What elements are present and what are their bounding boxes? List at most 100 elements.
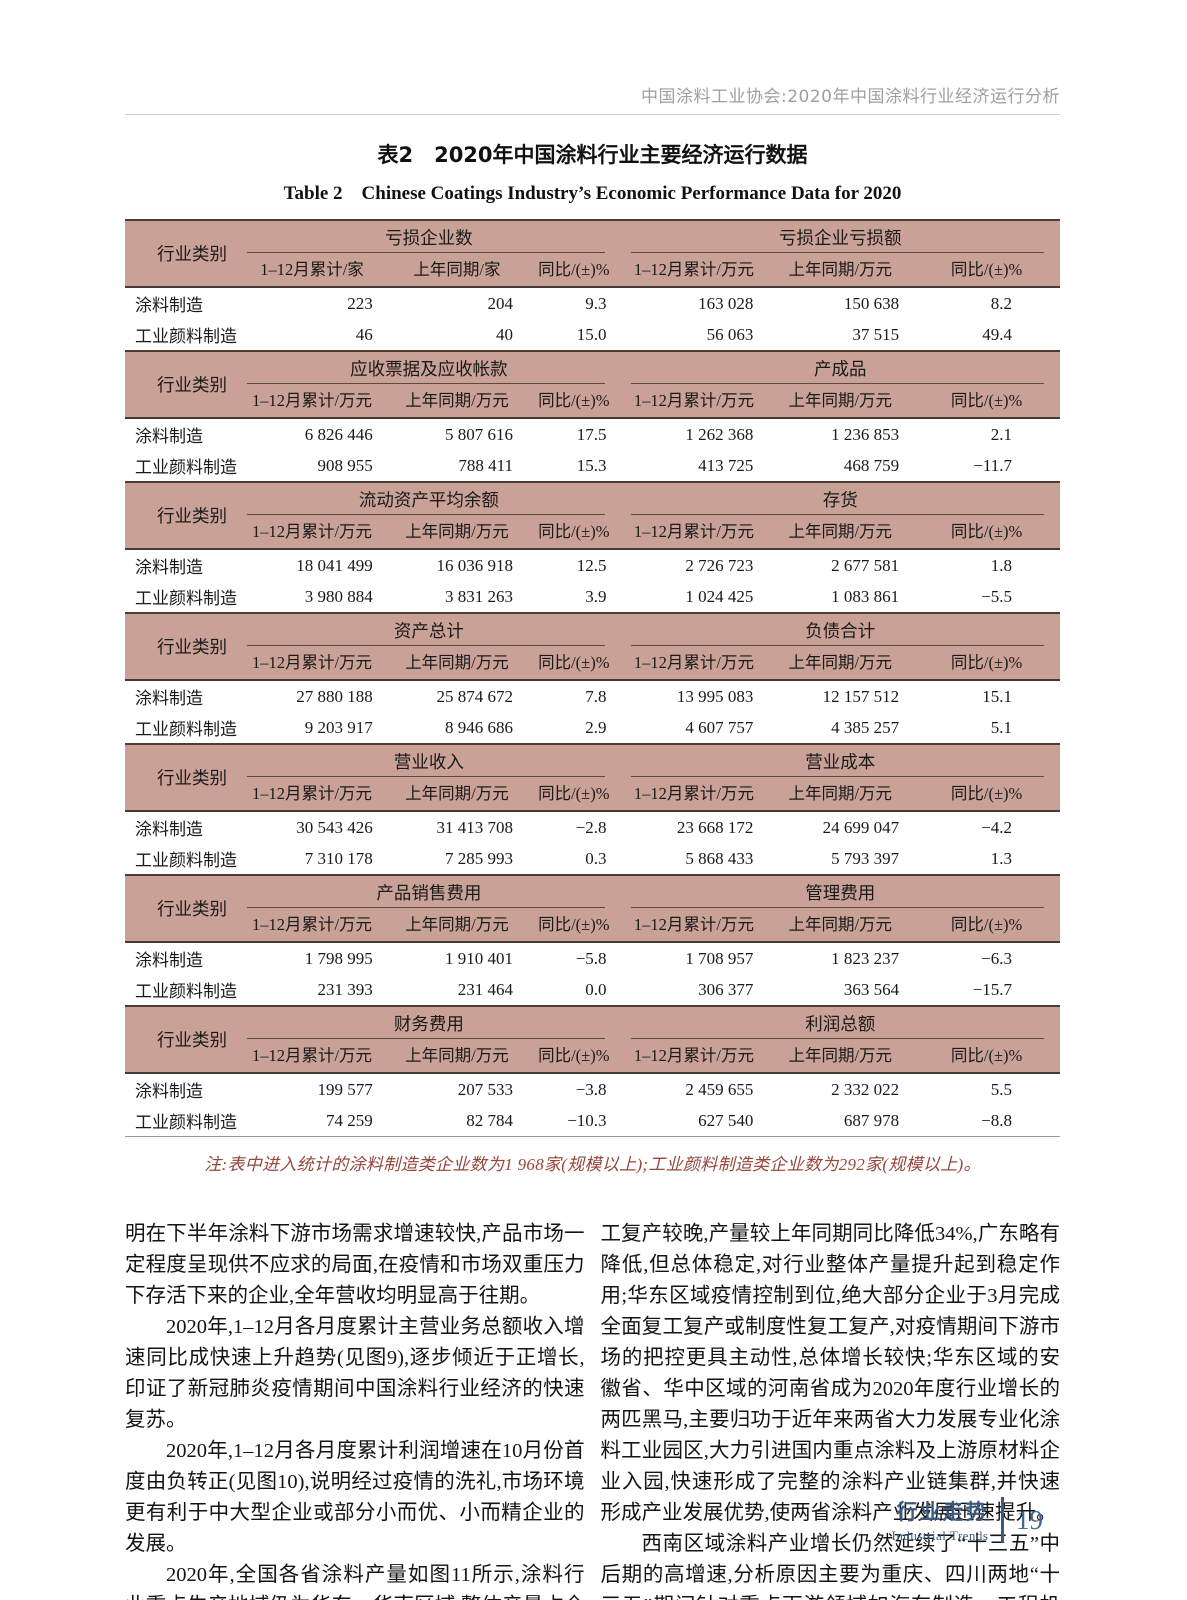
value-cell: −4.2 — [913, 811, 1060, 843]
value-cell: 627 540 — [620, 1105, 768, 1137]
column-header: 同比/(±)% — [527, 908, 621, 943]
table-row: 涂料制造 1 798 995 1 910 401 −5.8 1 708 957 … — [125, 942, 1060, 974]
category-header-cell: 行业类别 — [125, 612, 238, 681]
value-cell: 1 262 368 — [620, 418, 768, 450]
value-cell: 1 798 995 — [237, 942, 387, 974]
value-cell: 5.5 — [913, 1073, 1060, 1105]
group-title: 利润总额 — [620, 1005, 1060, 1039]
footer-section-title: 行业走势 — [896, 1500, 989, 1524]
value-cell: 7 310 178 — [237, 843, 387, 875]
column-header: 同比/(±)% — [527, 515, 621, 550]
body-paragraph: 2020年,全国各省涂料产量如图11所示,涂料行业重点生产地域仍为华东、华南区域… — [125, 1564, 585, 1600]
value-cell: 5 807 616 — [386, 418, 528, 450]
group-title: 存货 — [620, 481, 1060, 515]
column-header: 上年同期/万元 — [386, 515, 528, 550]
value-cell: −5.5 — [913, 581, 1060, 613]
value-cell: 12 157 512 — [767, 680, 914, 712]
column-header: 同比/(±)% — [527, 384, 621, 419]
row-label: 涂料制造 — [125, 680, 238, 712]
group-title: 亏损企业数 — [237, 219, 621, 253]
column-header: 1–12月累计/万元 — [620, 646, 768, 681]
running-header: 中国涂料工业协会:2020年中国涂料行业经济运行分析 — [125, 0, 1060, 115]
value-cell: 16 036 918 — [386, 549, 528, 581]
value-cell: 3.9 — [527, 581, 621, 613]
row-label: 涂料制造 — [125, 287, 238, 319]
column-header: 上年同期/万元 — [767, 253, 914, 288]
group-title: 财务费用 — [237, 1005, 621, 1039]
table-title-en: Table 2 Chinese Coatings Industry’s Econ… — [283, 183, 902, 204]
group-title: 流动资产平均余额 — [237, 481, 621, 515]
table-row: 涂料制造 6 826 446 5 807 616 17.5 1 262 368 … — [125, 418, 1060, 450]
column-header: 1–12月累计/万元 — [237, 515, 387, 550]
table-row: 工业颜料制造 231 393 231 464 0.0 306 377 363 5… — [125, 974, 1060, 1006]
table-note: 注:表中进入统计的涂料制造类企业数为1 968家(规模以上);工业颜料制造类企业… — [204, 1155, 981, 1174]
table-row: 涂料制造 18 041 499 16 036 918 12.5 2 726 72… — [125, 549, 1060, 581]
value-cell: 18 041 499 — [237, 549, 387, 581]
body-column-right: 工复产较晚,产量较上年同期同比降低34%,广东略有降低,但总体稳定,对行业整体产… — [601, 1219, 1061, 1600]
column-header: 同比/(±)% — [913, 384, 1060, 419]
row-label: 工业颜料制造 — [125, 843, 238, 875]
column-header: 上年同期/万元 — [386, 908, 528, 943]
value-cell: −8.8 — [913, 1105, 1060, 1137]
group-title: 产成品 — [620, 350, 1060, 384]
value-cell: 9.3 — [527, 287, 621, 319]
column-header: 同比/(±)% — [913, 253, 1060, 288]
value-cell: 6 826 446 — [237, 418, 387, 450]
group-title: 营业收入 — [237, 743, 621, 777]
value-cell: 12.5 — [527, 549, 621, 581]
value-cell: 4 385 257 — [767, 712, 914, 744]
row-label: 工业颜料制造 — [125, 974, 238, 1006]
value-cell: 31 413 708 — [386, 811, 528, 843]
body-paragraph: 2020年,1–12月各月度累计利润增速在10月份首度由负转正(见图10),说明… — [125, 1440, 585, 1555]
column-header: 1–12月累计/万元 — [237, 646, 387, 681]
value-cell: −5.8 — [527, 942, 621, 974]
table-row: 工业颜料制造 908 955 788 411 15.3 413 725 468 … — [125, 450, 1060, 482]
value-cell: 2 459 655 — [620, 1073, 768, 1105]
value-cell: 687 978 — [767, 1105, 914, 1137]
column-header: 上年同期/万元 — [767, 1039, 914, 1074]
value-cell: 5 868 433 — [620, 843, 768, 875]
table-row: 工业颜料制造 74 259 82 784 −10.3 627 540 687 9… — [125, 1105, 1060, 1137]
group-title: 资产总计 — [237, 612, 621, 646]
value-cell: 306 377 — [620, 974, 768, 1006]
value-cell: 3 980 884 — [237, 581, 387, 613]
body-paragraph: 2020年,1–12月各月度累计主营业务总额收入增速同比成快速上升趋势(见图9)… — [125, 1316, 585, 1431]
page-footer: 行业走势 Industrial Trends 19 — [892, 1496, 1043, 1544]
column-header: 同比/(±)% — [527, 777, 621, 812]
row-label: 工业颜料制造 — [125, 1105, 238, 1137]
table-title-cn: 表2 2020年中国涂料行业主要经济运行数据 — [377, 143, 808, 167]
group-title: 产品销售费用 — [237, 874, 621, 908]
value-cell: 15.0 — [527, 319, 621, 351]
table-subheader-row: 1–12月累计/万元 上年同期/万元 同比/(±)% 1–12月累计/万元 上年… — [125, 384, 1060, 419]
group-title: 营业成本 — [620, 743, 1060, 777]
column-header: 1–12月累计/万元 — [620, 253, 768, 288]
column-header: 1–12月累计/万元 — [620, 1039, 768, 1074]
table-subheader-row: 1–12月累计/万元 上年同期/万元 同比/(±)% 1–12月累计/万元 上年… — [125, 1039, 1060, 1074]
table-section-header-row: 行业类别 营业收入 营业成本 — [125, 743, 1060, 812]
value-cell: 5.1 — [913, 712, 1060, 744]
value-cell: 7 285 993 — [386, 843, 528, 875]
column-header: 上年同期/万元 — [767, 908, 914, 943]
group-title: 管理费用 — [620, 874, 1060, 908]
value-cell: 4 607 757 — [620, 712, 768, 744]
table-section-header-row: 行业类别 流动资产平均余额 存货 — [125, 481, 1060, 550]
table-section-header-row: 行业类别 亏损企业数 亏损企业亏损额 — [125, 219, 1060, 288]
table-section-header-row: 行业类别 资产总计 负债合计 — [125, 612, 1060, 681]
value-cell: 231 464 — [386, 974, 528, 1006]
column-header: 1–12月累计/万元 — [620, 777, 768, 812]
row-label: 涂料制造 — [125, 1073, 238, 1105]
value-cell: 25 874 672 — [386, 680, 528, 712]
value-cell: 468 759 — [767, 450, 914, 482]
row-label: 工业颜料制造 — [125, 581, 238, 613]
value-cell: 27 880 188 — [237, 680, 387, 712]
value-cell: 13 995 083 — [620, 680, 768, 712]
category-header-cell: 行业类别 — [125, 219, 238, 288]
value-cell: 23 668 172 — [620, 811, 768, 843]
value-cell: 1 083 861 — [767, 581, 914, 613]
value-cell: 15.1 — [913, 680, 1060, 712]
value-cell: 56 063 — [620, 319, 768, 351]
table-row: 工业颜料制造 9 203 917 8 946 686 2.9 4 607 757… — [125, 712, 1060, 744]
column-header: 上年同期/万元 — [767, 777, 914, 812]
column-header: 上年同期/万元 — [767, 515, 914, 550]
group-title: 应收票据及应收帐款 — [237, 350, 621, 384]
